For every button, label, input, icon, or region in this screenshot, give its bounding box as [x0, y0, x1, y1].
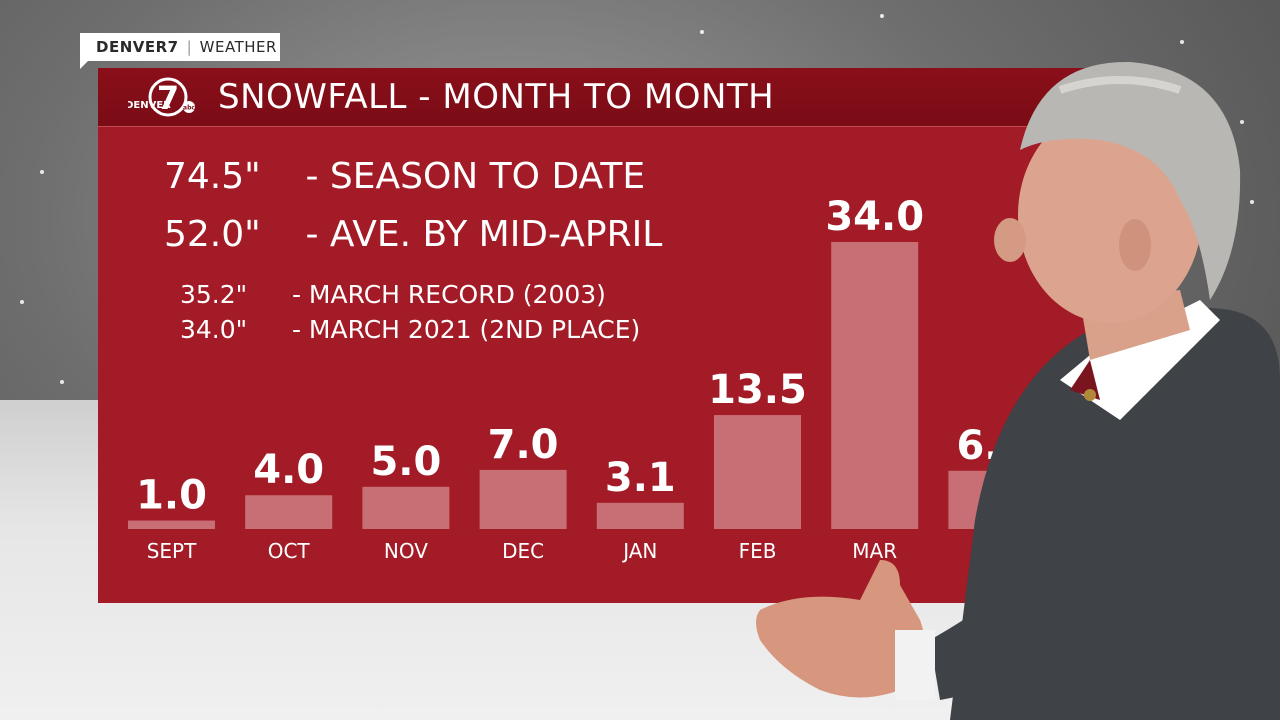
season-total-label: - SEASON TO DATE [305, 156, 646, 197]
tag-separator: | [186, 38, 192, 56]
bar-value-label: 5.0 [370, 439, 441, 485]
category-label: MAR [852, 539, 897, 563]
snowflake [1250, 200, 1254, 204]
logo-wordmark: DENVER [128, 100, 171, 111]
march-2021-value: 34.0" [180, 315, 248, 344]
category-label: SEPT [147, 539, 197, 563]
category-label: FEB [739, 539, 777, 563]
station-name: DENVER7 [96, 38, 179, 56]
bar-jan [596, 502, 684, 529]
average-label: - AVE. BY MID-APRIL [305, 214, 663, 255]
section-name: WEATHER [199, 38, 277, 56]
snowflake [1240, 120, 1244, 124]
snowflake [40, 170, 44, 174]
category-label: NOV [384, 539, 428, 563]
snowflake [1180, 40, 1184, 44]
snowflake [20, 300, 24, 304]
bar-sept [128, 520, 215, 529]
march-record-line: 35.2" - MARCH RECORD (2003) [180, 280, 606, 309]
bar-mar [831, 242, 919, 529]
march-record-value: 35.2" [180, 280, 248, 309]
average-line: 52.0" - AVE. BY MID-APRIL [164, 214, 662, 255]
station-tag: DENVER7 | WEATHER [80, 33, 280, 61]
bar-value-label: 1.0 [136, 473, 207, 519]
march-record-label: - MARCH RECORD (2003) [291, 280, 606, 309]
bar-value-label: 7.0 [488, 422, 559, 468]
logo-network: abc [183, 105, 195, 112]
march-2021-line: 34.0" - MARCH 2021 (2ND PLACE) [180, 315, 640, 344]
bar-value-label: 13.5 [708, 367, 807, 413]
average-value: 52.0" [164, 214, 261, 255]
season-total-line: 74.5" - SEASON TO DATE [164, 156, 645, 197]
bar-value-label: 34.0 [825, 194, 924, 240]
category-label: DEC [502, 539, 544, 563]
logo-number: 7 [157, 79, 179, 117]
bar-value-label: 4.0 [253, 447, 324, 493]
snowflake [60, 380, 64, 384]
tag-pointer [80, 61, 88, 69]
snowflake [700, 30, 704, 34]
chart-title: SNOWFALL - MONTH TO MONTH [218, 77, 775, 117]
bar-dec [479, 469, 567, 529]
season-total-value: 74.5" [164, 156, 261, 197]
snowflake [880, 14, 884, 18]
march-2021-label: - MARCH 2021 (2ND PLACE) [291, 315, 641, 344]
category-label: OCT [268, 539, 311, 563]
bar-value-label: 3.1 [605, 455, 676, 501]
bar-nov [362, 486, 450, 529]
title-bar: 7 DENVER abc SNOWFALL - MONTH TO MONTH [98, 68, 1098, 127]
bar-oct [245, 495, 333, 529]
category-label: JAN [621, 539, 657, 563]
denver7-logo-icon: 7 DENVER abc [128, 77, 195, 117]
bar-feb [714, 415, 801, 529]
